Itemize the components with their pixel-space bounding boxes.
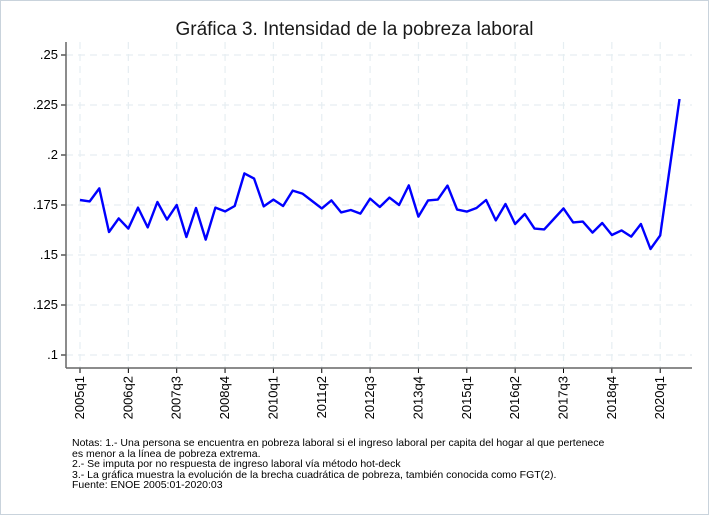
y-tick-label: .225 xyxy=(33,97,58,112)
note-line: 2.- Se imputa por no respuesta de ingres… xyxy=(72,458,401,470)
note-line: Fuente: ENOE 2005:01-2020:03 xyxy=(72,479,223,491)
notes: Notas: 1.- Una persona se encuentra en p… xyxy=(72,438,604,491)
x-tick-label: 2013q4 xyxy=(410,376,425,419)
x-tick-label: 2006q2 xyxy=(120,376,135,419)
y-tick-label: .125 xyxy=(33,297,58,312)
x-tick-label: 2016q2 xyxy=(507,376,522,419)
y-tick-label: .175 xyxy=(33,197,58,212)
y-tick-label: .15 xyxy=(40,247,58,262)
y-tick-label: .2 xyxy=(47,147,58,162)
x-tick-label: 2017q3 xyxy=(556,376,571,419)
series-line xyxy=(79,98,681,251)
x-tick-label: 2015q1 xyxy=(459,376,474,419)
note-line: es menor a la línea de pobreza extrema. xyxy=(72,447,261,460)
x-tick-label: 2011q2 xyxy=(314,376,329,418)
y-tick-label: .1 xyxy=(47,347,58,362)
y-tick-label: .25 xyxy=(40,47,58,62)
x-tick-label: 2010q1 xyxy=(265,376,280,419)
x-tick-label: 2020q1 xyxy=(652,376,667,419)
x-tick-label: 2005q1 xyxy=(72,376,87,419)
chart-title: Gráfica 3. Intensidad de la pobreza labo… xyxy=(175,19,534,40)
x-tick-label: 2007q3 xyxy=(169,376,184,419)
x-tick-label: 2018q4 xyxy=(604,376,619,419)
note-line: Notas: 1.- Una persona se encuentra en p… xyxy=(72,437,605,449)
note-line: 3.- La gráfica muestra la evolución de l… xyxy=(72,468,557,481)
x-tick-label: 2012q3 xyxy=(362,376,377,419)
x-tick-label: 2008q4 xyxy=(217,376,232,419)
